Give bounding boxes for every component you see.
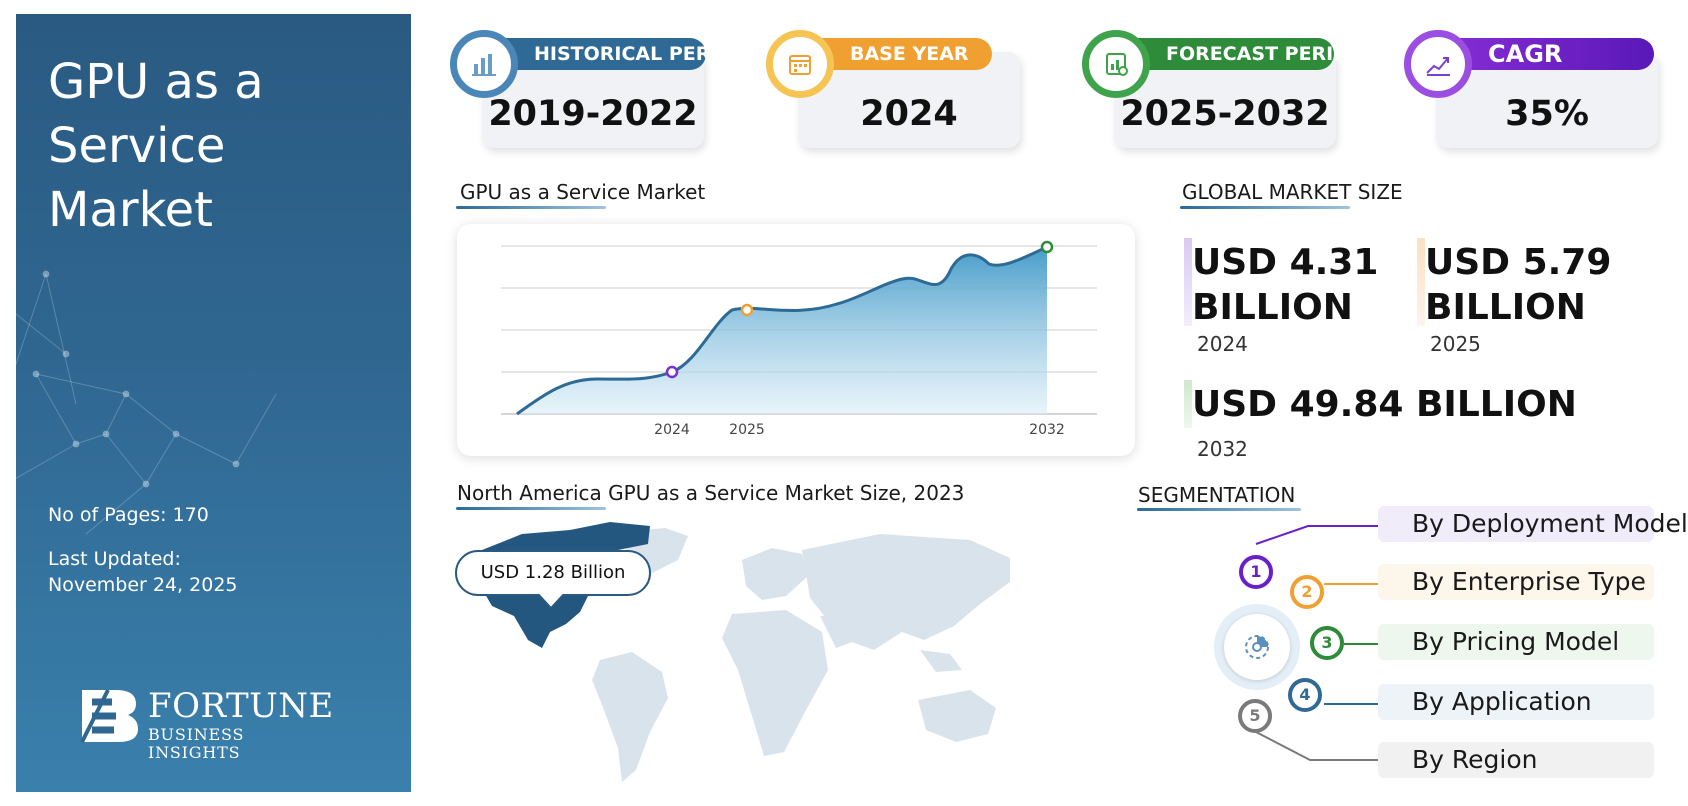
tick-label-2024: 2024 bbox=[654, 422, 690, 438]
market-accent-2032 bbox=[1184, 380, 1192, 428]
logo-subtitle: BUSINESS INSIGHTS bbox=[148, 725, 245, 762]
forecast-chart-icon bbox=[1082, 30, 1150, 98]
network-background bbox=[16, 270, 277, 535]
card-value: 2024 bbox=[860, 94, 958, 134]
chart-svg: 2024 2025 2032 bbox=[501, 240, 1097, 438]
map-heading: North America GPU as a Service Market Si… bbox=[457, 481, 965, 505]
map-heading-underline bbox=[456, 507, 606, 510]
market-accent-2025 bbox=[1417, 238, 1425, 326]
segment-number-1: 1 bbox=[1239, 555, 1273, 589]
segment-number-2: 2 bbox=[1290, 575, 1324, 609]
segment-enterprise-type: By Enterprise Type bbox=[1378, 564, 1654, 600]
card-value: 35% bbox=[1505, 94, 1589, 134]
logo-wordmark: FORTUNE bbox=[148, 686, 334, 726]
market-value-2024-line2: BILLION bbox=[1192, 287, 1353, 328]
chart-heading-underline bbox=[456, 206, 606, 209]
calendar-icon bbox=[766, 30, 834, 98]
south-america bbox=[592, 652, 668, 782]
callout-pointer bbox=[537, 594, 565, 610]
chart-heading: GPU as a Service Market bbox=[460, 180, 706, 204]
africa bbox=[722, 610, 828, 756]
tick-label-2032: 2032 bbox=[1029, 422, 1065, 438]
middle-east bbox=[820, 616, 858, 648]
updated-date: November 24, 2025 bbox=[48, 574, 238, 596]
market-value-2032: USD 49.84 BILLION bbox=[1192, 384, 1577, 425]
market-value-2025-line1: USD 5.79 bbox=[1425, 242, 1612, 283]
card-value: 2025-2032 bbox=[1120, 94, 1330, 134]
map-callout: USD 1.28 Billion bbox=[455, 550, 651, 596]
data-point-2024 bbox=[665, 365, 679, 379]
europe bbox=[742, 548, 808, 600]
market-size-heading: GLOBAL MARKET SIZE bbox=[1182, 180, 1403, 204]
market-value-2025-line2: BILLION bbox=[1425, 287, 1586, 328]
map-callout-text: USD 1.28 Billion bbox=[480, 562, 626, 583]
market-value-2024-line1: USD 4.31 bbox=[1192, 242, 1379, 283]
side-panel: GPU as a Service Market No of Pages: 170… bbox=[16, 14, 411, 792]
segment-number-3: 3 bbox=[1310, 626, 1344, 660]
segment-deployment-model: By Deployment Model bbox=[1378, 506, 1688, 542]
segmentation-hub bbox=[1214, 604, 1300, 690]
segmentation-heading: SEGMENTATION bbox=[1138, 483, 1296, 507]
segment-number-5: 5 bbox=[1238, 699, 1272, 733]
market-size-heading-underline bbox=[1180, 206, 1350, 209]
updated-label: Last Updated: bbox=[48, 548, 181, 570]
fortune-logo-mark bbox=[80, 689, 138, 743]
segmentation-heading-underline bbox=[1137, 508, 1301, 511]
segmentation-connectors bbox=[1255, 525, 1382, 761]
market-chart: 2024 2025 2032 bbox=[457, 224, 1135, 456]
australia bbox=[918, 690, 996, 742]
southeast-asia bbox=[920, 650, 962, 672]
segment-number-4: 4 bbox=[1288, 678, 1322, 712]
market-year-2025: 2025 bbox=[1430, 332, 1481, 356]
data-point-2032 bbox=[1040, 240, 1054, 254]
page-count: No of Pages: 170 bbox=[48, 504, 209, 526]
report-title: GPU as a Service Market bbox=[48, 54, 264, 238]
market-year-2024: 2024 bbox=[1197, 332, 1248, 356]
chart-line bbox=[516, 245, 1048, 416]
fortune-logo: FORTUNE BUSINESS INSIGHTS bbox=[78, 686, 338, 762]
bar-chart-icon bbox=[450, 30, 518, 98]
asia bbox=[802, 534, 1010, 650]
market-accent-2024 bbox=[1184, 238, 1192, 326]
data-point-2025 bbox=[740, 303, 754, 317]
segment-pricing-model: By Pricing Model bbox=[1378, 624, 1654, 660]
market-year-2032: 2032 bbox=[1197, 437, 1248, 461]
pie-chart-icon bbox=[1245, 635, 1269, 659]
tick-label-2025: 2025 bbox=[729, 422, 765, 438]
segment-application: By Application bbox=[1378, 684, 1654, 720]
card-value: 2019-2022 bbox=[488, 94, 698, 134]
segment-region: By Region bbox=[1378, 742, 1654, 778]
growth-chart-icon bbox=[1404, 30, 1472, 98]
chart-area bbox=[517, 247, 1047, 414]
